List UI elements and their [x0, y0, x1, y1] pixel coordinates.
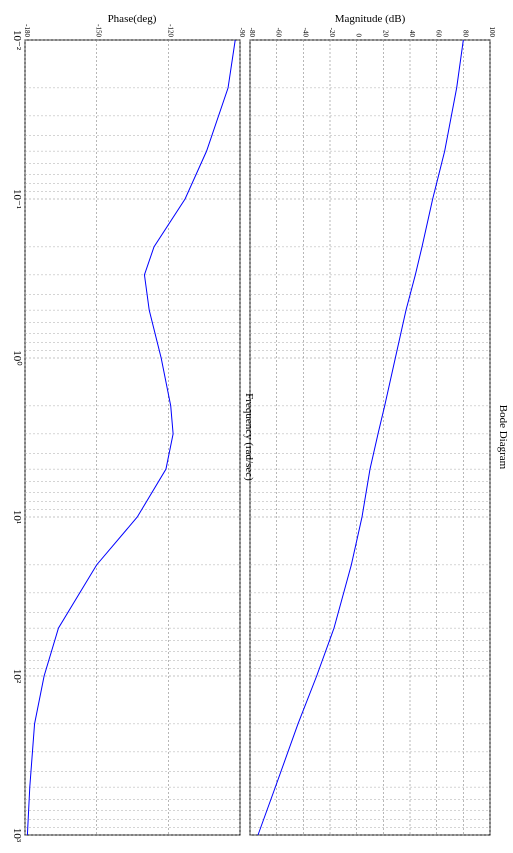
x-tick-label: 10⁻¹: [11, 189, 23, 209]
y-tick-label: -90: [238, 28, 246, 38]
data-line: [26, 39, 236, 836]
y-axis-label: Phase(deg): [108, 13, 157, 25]
x-tick-label: 10³: [11, 828, 23, 843]
chart-title: Bode Diagram: [497, 405, 509, 470]
y-tick-label: 0: [355, 34, 363, 38]
data-line: [257, 39, 464, 836]
y-tick-label: -60: [275, 28, 283, 38]
y-tick-label: 20: [381, 30, 389, 38]
y-tick-label: 60: [435, 30, 443, 38]
y-tick-label: 80: [461, 30, 469, 38]
x-tick-label: 10⁰: [11, 350, 23, 366]
magnitude-frame: [249, 39, 491, 836]
y-tick-label: 40: [408, 30, 416, 38]
y-tick-label: -20: [328, 28, 336, 38]
x-tick-label: 10⁻²: [11, 30, 23, 51]
x-tick-label: 10²: [11, 669, 23, 684]
x-tick-label: 10¹: [11, 510, 23, 524]
y-tick-label: -120: [166, 24, 174, 37]
y-tick-label: 100: [488, 27, 496, 38]
phase-frame: [24, 39, 241, 836]
x-axis-label: Frequency (rad/sec): [243, 393, 255, 481]
y-tick-label: -80: [248, 28, 256, 38]
y-axis-label: Magnitude (dB): [335, 13, 406, 25]
y-tick-label: -180: [23, 24, 31, 37]
y-tick-label: -40: [301, 28, 309, 38]
y-tick-label: -150: [95, 24, 103, 37]
